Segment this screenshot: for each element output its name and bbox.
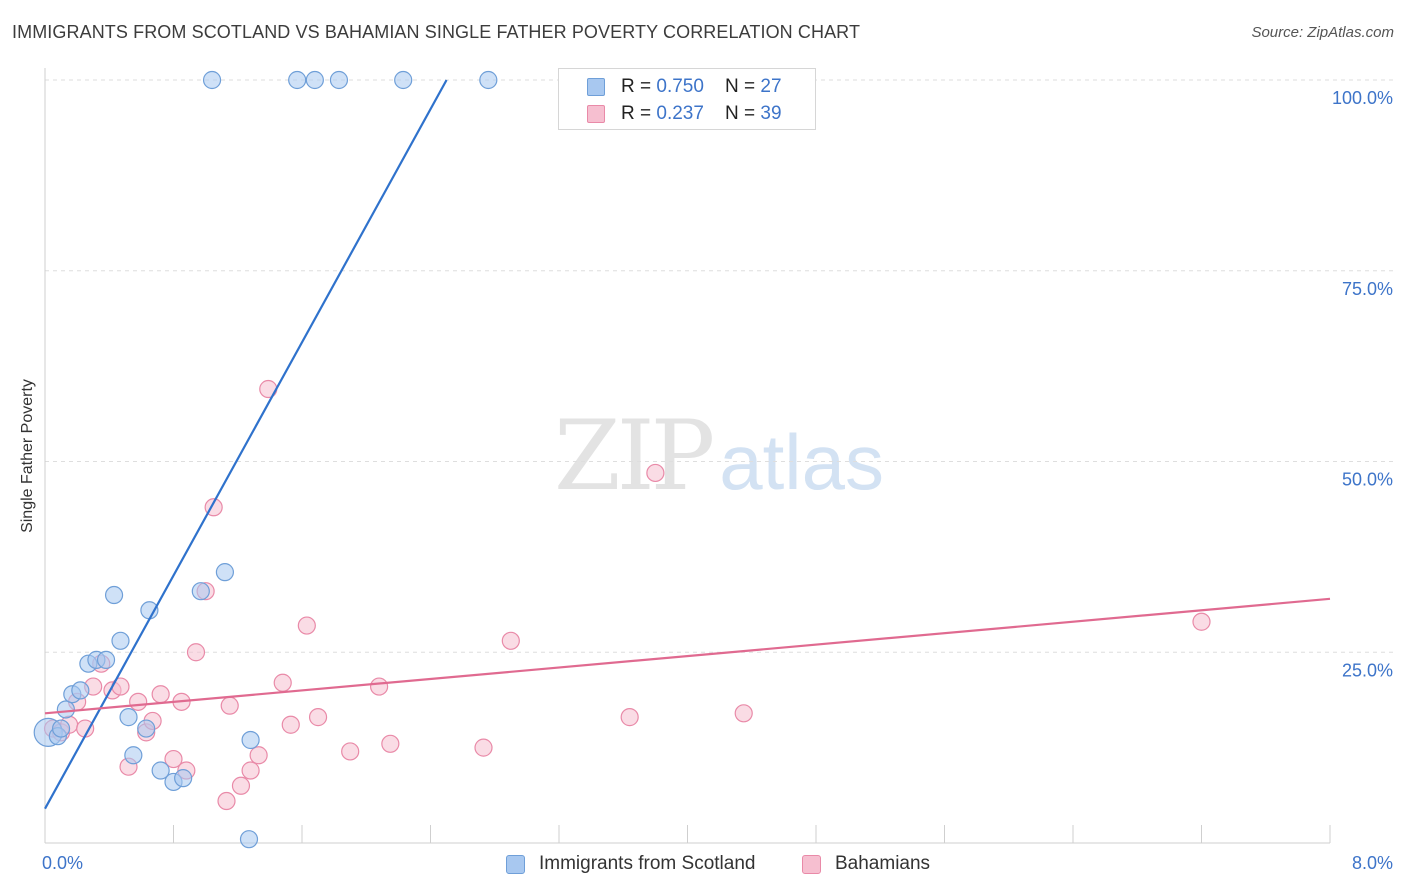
legend-swatch-bahamians — [587, 105, 605, 123]
scotland-point — [239, 830, 259, 849]
scotland-point — [124, 746, 143, 765]
scotland-point — [56, 700, 75, 719]
bahamians-point — [186, 643, 206, 662]
legend-n-value-bahamians: 39 — [760, 103, 782, 124]
legend-n-label: N = — [725, 76, 761, 97]
bahamians-point — [646, 463, 665, 483]
y-tick-label: 50.0% — [1342, 470, 1393, 490]
chart-title: IMMIGRANTS FROM SCOTLAND VS BAHAMIAN SIN… — [12, 22, 861, 42]
bottom-legend-swatch-bahamians — [802, 854, 821, 874]
bahamians-trendline — [44, 597, 1331, 715]
bahamians-point — [501, 631, 520, 650]
legend-r-label: R = — [621, 103, 657, 124]
bottom-legend-scotland[interactable]: Immigrants from Scotland — [506, 852, 755, 876]
x-tick-label: 0.0% — [42, 853, 83, 873]
y-tick-label: 75.0% — [1342, 279, 1393, 299]
bahamians-point — [281, 715, 300, 734]
bahamians-point — [308, 708, 328, 727]
scotland-point — [202, 70, 222, 90]
scotland-point — [288, 70, 307, 90]
legend-r-label: R = — [621, 76, 657, 97]
scotland-point — [137, 719, 156, 738]
bahamians-point — [220, 696, 239, 715]
scotland-point — [151, 761, 170, 780]
bahamians-point — [231, 776, 251, 795]
y-tick-label: 100.0% — [1332, 88, 1393, 108]
y-axis-label: Single Father Poverty — [19, 379, 36, 533]
scotland-trendline — [44, 79, 448, 810]
source-label: Source: ZipAtlas.com — [1251, 24, 1394, 41]
scotland-point — [174, 769, 193, 788]
bahamians-point — [297, 616, 316, 635]
legend-r-value-bahamians: 0.237 — [656, 103, 704, 124]
bottom-legend-label-scotland: Immigrants from Scotland — [539, 853, 756, 874]
bottom-legend-label-bahamians: Bahamians — [835, 853, 931, 874]
scotland-point — [241, 730, 260, 750]
bahamians-point — [341, 742, 360, 761]
legend-swatch-scotland — [587, 78, 605, 96]
legend-r-value-scotland: 0.750 — [656, 76, 704, 97]
scotland-point — [96, 650, 116, 669]
bahamians-point — [217, 791, 236, 811]
stats-legend: R = 0.750 N = 27 R = 0.237 N = 39 — [558, 68, 816, 130]
x-tick-label: 8.0% — [1352, 853, 1393, 873]
scotland-point — [479, 70, 498, 90]
bahamians-point — [273, 673, 292, 692]
scotland-point — [71, 681, 90, 700]
bahamians-point — [734, 704, 753, 723]
bahamians-point — [1192, 612, 1211, 631]
scotland-point — [191, 582, 210, 601]
bahamians-point — [151, 685, 170, 704]
scotland-point — [329, 70, 349, 90]
bahamians-point — [620, 708, 639, 727]
bahamians-point — [370, 677, 389, 696]
bahamians-point — [249, 746, 268, 765]
bahamians-point — [474, 738, 493, 757]
legend-text-scotland: R = 0.750 N = 27 — [621, 76, 782, 98]
bahamians-point — [129, 692, 148, 711]
bahamians-point — [241, 761, 260, 780]
scotland-point — [51, 719, 71, 738]
scotland-point — [119, 708, 138, 727]
y-tick-label: 25.0% — [1342, 660, 1393, 680]
legend-n-value-scotland: 27 — [760, 76, 782, 97]
scotland-point — [215, 563, 234, 582]
scotland-point — [394, 70, 413, 90]
legend-n-label: N = — [725, 103, 761, 124]
bahamians-point — [164, 749, 183, 769]
bottom-legend-swatch-scotland — [506, 854, 525, 874]
scotland-point — [111, 631, 130, 650]
bottom-legend-bahamians[interactable]: Bahamians — [802, 852, 930, 876]
scotland-point — [104, 585, 124, 605]
scotland-point — [305, 70, 324, 90]
bahamians-point — [381, 734, 400, 753]
legend-text-bahamians: R = 0.237 N = 39 — [621, 103, 782, 125]
